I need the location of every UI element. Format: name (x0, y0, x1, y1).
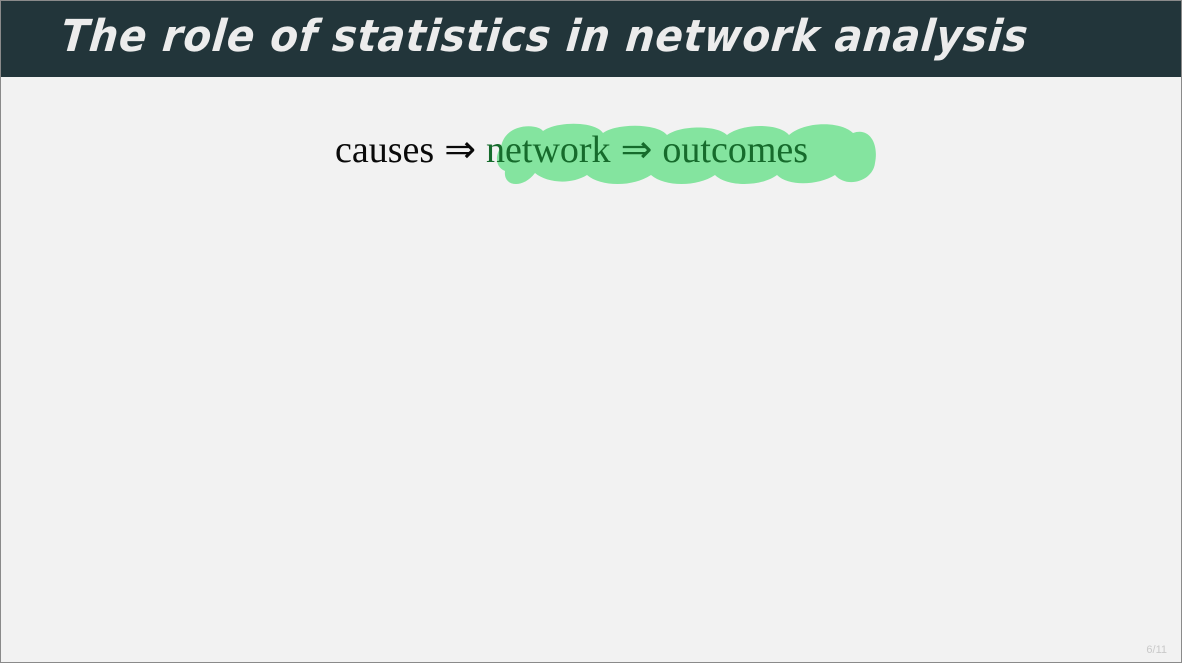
formula-network: network (486, 129, 611, 171)
green-highlight (496, 123, 876, 185)
implies-arrow-icon: ⇒ (620, 129, 653, 171)
formula-causes: causes (335, 129, 435, 171)
implies-arrow-icon: ⇒ (444, 129, 477, 171)
formula-outcomes: outcomes (662, 129, 809, 171)
page-number: 6/11 (1146, 644, 1167, 656)
causal-formula: causes ⇒ network ⇒ outcomes (335, 125, 808, 175)
slide-header: The role of statistics in network analys… (1, 1, 1181, 77)
slide-title: The role of statistics in network analys… (58, 11, 1031, 62)
